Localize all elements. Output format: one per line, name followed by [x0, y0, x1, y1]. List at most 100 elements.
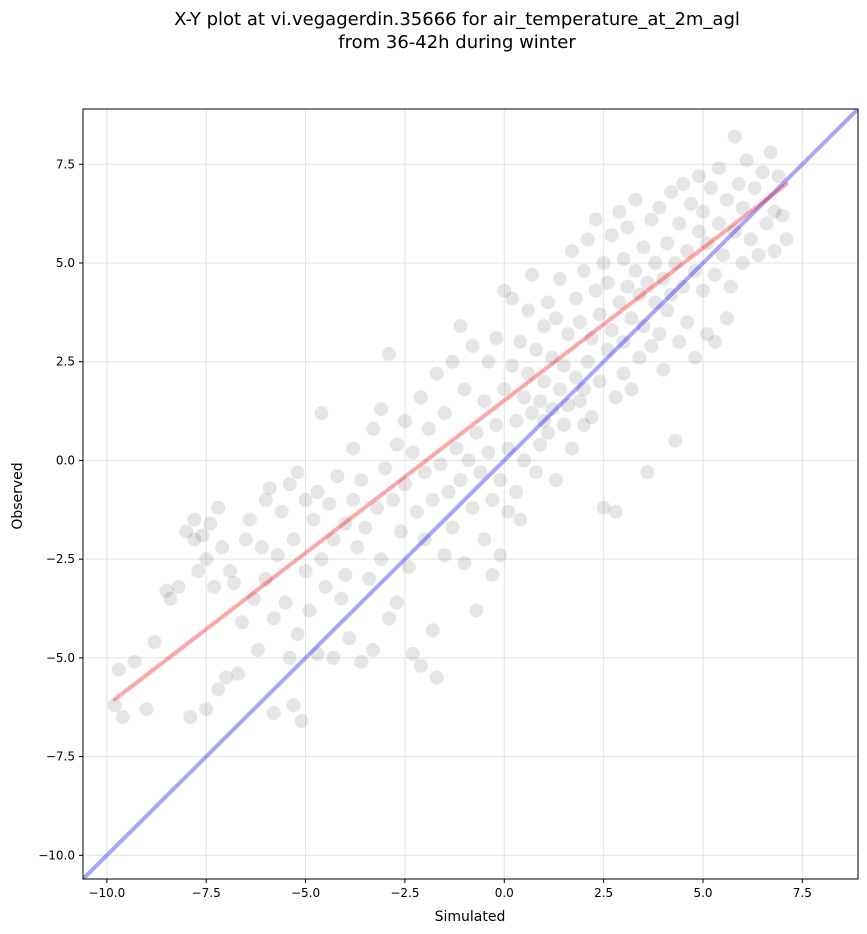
data-point	[326, 650, 341, 665]
data-point	[481, 354, 496, 369]
data-point	[207, 579, 222, 594]
data-point	[727, 129, 742, 144]
chart-title-line-1: X-Y plot at vi.vegagerdin.35666 for air_…	[174, 9, 740, 30]
data-point	[596, 500, 611, 515]
data-point	[397, 413, 412, 428]
data-point	[338, 567, 353, 582]
data-point	[413, 390, 428, 405]
data-point	[366, 421, 381, 436]
y-tick-label: 7.5	[56, 157, 75, 171]
data-point	[258, 571, 273, 586]
data-point	[576, 417, 591, 432]
data-point	[318, 579, 333, 594]
data-point	[580, 232, 595, 247]
data-point	[493, 473, 508, 488]
data-point	[588, 212, 603, 227]
data-point	[771, 169, 786, 184]
data-point	[711, 161, 726, 176]
data-point	[334, 591, 349, 606]
data-point	[497, 283, 512, 298]
data-point	[433, 457, 448, 472]
data-point	[699, 236, 714, 251]
data-point	[386, 492, 400, 507]
data-point	[449, 441, 464, 456]
data-point	[461, 453, 476, 468]
data-point	[521, 303, 536, 318]
data-point	[457, 382, 472, 397]
data-point	[572, 315, 587, 330]
data-point	[107, 698, 122, 713]
data-point	[473, 465, 488, 480]
data-point	[215, 540, 230, 555]
data-point	[680, 244, 695, 259]
data-point	[664, 287, 679, 302]
data-point	[302, 603, 317, 618]
data-point	[437, 406, 452, 421]
data-point	[739, 153, 754, 168]
data-point	[187, 512, 202, 527]
data-point	[763, 145, 778, 160]
data-point	[660, 303, 675, 318]
x-tick-label: 2.5	[594, 886, 613, 900]
data-point	[310, 485, 325, 500]
data-point	[672, 216, 687, 231]
data-point	[584, 410, 599, 424]
data-point	[509, 485, 524, 500]
data-point	[370, 500, 385, 515]
data-point	[429, 366, 444, 381]
data-point	[493, 548, 508, 563]
data-point	[254, 540, 269, 555]
data-point	[572, 394, 587, 409]
data-point	[628, 192, 643, 207]
x-tick-label: 5.0	[693, 886, 712, 900]
data-point	[600, 342, 615, 357]
data-point	[604, 323, 619, 338]
data-point	[688, 263, 703, 278]
data-point	[576, 382, 591, 397]
data-point	[389, 595, 404, 610]
regression-line	[112, 182, 789, 702]
data-point	[592, 374, 607, 389]
data-point	[755, 165, 770, 180]
reference-lines	[83, 109, 858, 879]
data-point	[556, 358, 571, 373]
data-point	[696, 283, 710, 298]
data-point	[696, 204, 710, 219]
data-point	[266, 611, 281, 626]
data-point	[668, 433, 683, 448]
data-point	[298, 564, 313, 578]
data-point	[676, 279, 691, 294]
data-point	[668, 256, 683, 270]
data-point	[342, 631, 357, 646]
data-point	[314, 552, 329, 567]
data-point	[620, 279, 635, 294]
data-point	[246, 591, 261, 606]
data-point	[485, 567, 500, 582]
data-point	[501, 504, 516, 519]
data-point	[437, 548, 452, 563]
y-tick-label: −7.5	[46, 750, 75, 764]
data-point	[278, 595, 293, 610]
data-point	[533, 437, 548, 452]
data-point	[199, 702, 214, 717]
data-point	[338, 516, 353, 531]
data-point	[684, 196, 699, 211]
data-point	[477, 532, 492, 547]
data-point	[644, 212, 659, 227]
data-point	[560, 327, 575, 342]
data-point	[282, 650, 297, 665]
data-point	[310, 646, 325, 661]
data-point	[612, 295, 627, 310]
data-point	[680, 315, 695, 330]
data-point	[767, 244, 782, 259]
x-tick-label: −10.0	[88, 886, 125, 900]
data-point	[401, 560, 416, 575]
x-tick-label: −7.5	[192, 886, 221, 900]
data-point	[199, 552, 214, 567]
data-point	[715, 248, 730, 263]
x-tick-label: 7.5	[793, 886, 812, 900]
data-point	[584, 331, 599, 346]
data-point	[382, 346, 397, 361]
data-point	[389, 437, 404, 452]
data-point	[699, 327, 714, 342]
